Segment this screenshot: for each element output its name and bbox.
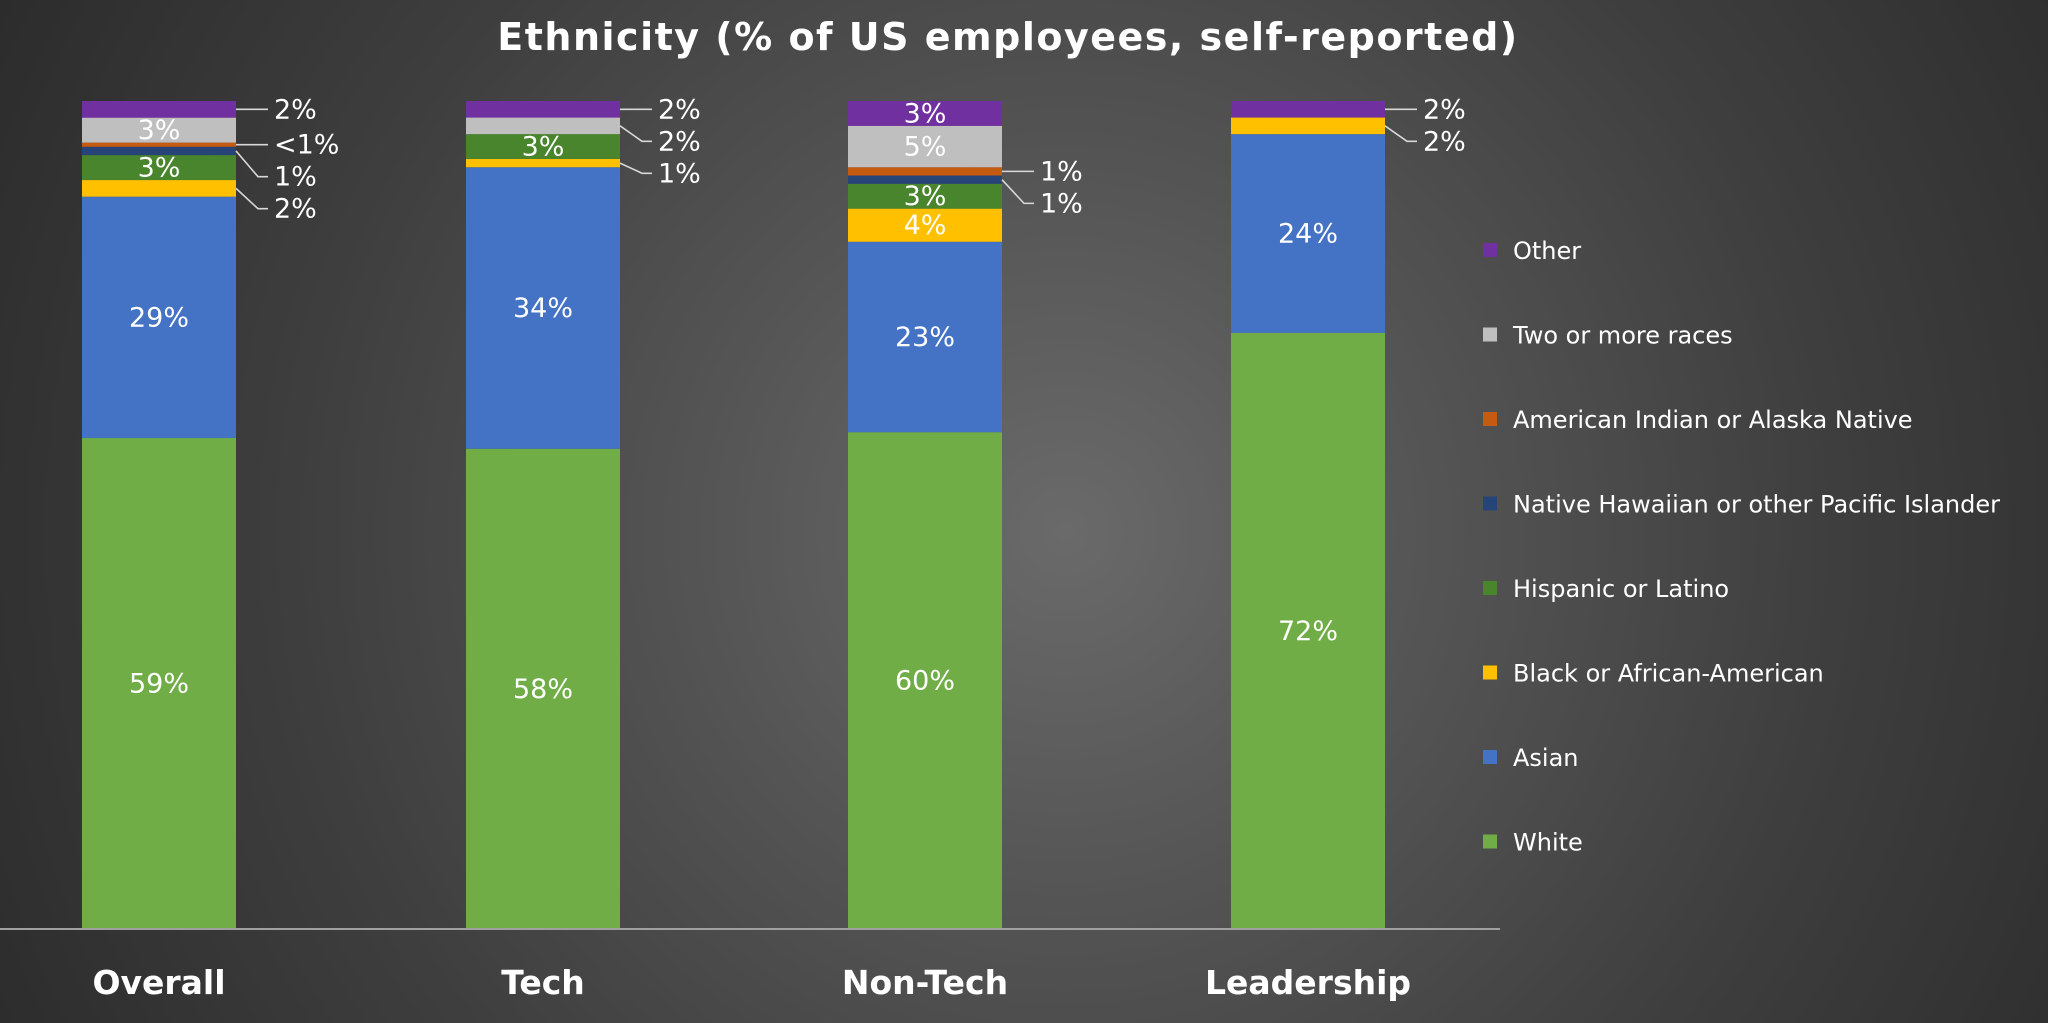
bar-tech-two-or-more-races xyxy=(466,117,620,135)
data-label-tech-black-or-african-american: 1% xyxy=(658,158,701,189)
category-label-overall: Overall xyxy=(92,963,225,1002)
legend-swatch-native-hawaiian-or-other-pacific-islander xyxy=(1483,496,1497,511)
data-label-non-tech-american-indian-or-alaska-native: 1% xyxy=(1040,156,1083,187)
legend-label-two-or-more-races: Two or more races xyxy=(1512,322,1733,350)
leader-line-leadership-black-or-african-american xyxy=(1384,125,1417,143)
data-label-non-tech-other: 3% xyxy=(904,98,947,129)
data-label-tech-white: 58% xyxy=(513,674,573,705)
legend: Other Two or more races American Indian or… xyxy=(1483,237,2000,857)
bar-tech-asian xyxy=(466,167,620,449)
data-labels-group: 59%29%3%3%2%<1%1%2%58%34%3%2%2%1%60%23%4… xyxy=(129,94,1466,705)
legend-swatch-asian xyxy=(1483,750,1497,764)
legend-label-other: Other xyxy=(1513,237,1581,265)
bar-overall-asian xyxy=(82,196,236,439)
data-label-overall-other: 2% xyxy=(274,94,317,125)
bar-tech-white xyxy=(466,448,620,929)
legend-label-black-or-african-american: Black or African-American xyxy=(1513,660,1824,688)
data-label-non-tech-hispanic-or-latino: 3% xyxy=(904,181,947,212)
bar-non-tech-white xyxy=(848,432,1002,929)
chart-title: Ethnicity (% of US employees, self-repor… xyxy=(497,15,1518,59)
leader-line-overall-black-or-african-american xyxy=(235,187,268,210)
data-label-overall-american-indian-or-alaska-native: <1% xyxy=(274,130,339,161)
data-label-overall-native-hawaiian-or-other-pacific-islander: 1% xyxy=(274,162,317,193)
bar-non-tech-asian xyxy=(848,241,1002,433)
data-label-overall-black-or-african-american: 2% xyxy=(274,194,317,225)
data-label-tech-two-or-more-races: 2% xyxy=(658,126,701,157)
data-label-overall-two-or-more-races: 3% xyxy=(138,115,181,146)
legend-label-native-hawaiian-or-other-pacific-islander: Native Hawaiian or other Pacific Islande… xyxy=(1513,491,2000,519)
data-label-non-tech-asian: 23% xyxy=(895,322,955,353)
legend-label-white: White xyxy=(1513,829,1583,857)
data-label-overall-asian: 29% xyxy=(129,302,189,333)
data-label-leadership-other: 2% xyxy=(1423,94,1466,125)
leader-line-tech-black-or-african-american xyxy=(619,162,652,175)
bar-overall-native-hawaiian-or-other-pacific-islander xyxy=(82,146,236,156)
bar-non-tech-hispanic-or-latino xyxy=(848,183,1002,209)
bar-tech-black-or-african-american xyxy=(466,158,620,168)
bar-leadership-black-or-african-american xyxy=(1231,117,1385,135)
leader-line-overall-native-hawaiian-or-other-pacific-islander xyxy=(235,150,268,178)
legend-swatch-black-or-african-american xyxy=(1483,665,1497,680)
bars-group xyxy=(82,101,1385,930)
bar-overall-american-indian-or-alaska-native xyxy=(82,142,236,147)
data-label-leadership-asian: 24% xyxy=(1278,218,1338,249)
bar-overall-black-or-african-american xyxy=(82,180,236,197)
data-label-non-tech-black-or-african-american: 4% xyxy=(904,210,947,241)
bar-overall-hispanic-or-latino xyxy=(82,155,236,181)
data-label-tech-hispanic-or-latino: 3% xyxy=(522,132,565,163)
bar-tech-hispanic-or-latino xyxy=(466,134,620,159)
legend-swatch-white xyxy=(1483,834,1497,849)
category-label-non-tech: Non-Tech xyxy=(842,963,1008,1002)
data-label-non-tech-two-or-more-races: 5% xyxy=(904,132,947,163)
data-label-non-tech-white: 60% xyxy=(895,666,955,697)
leader-line-non-tech-native-hawaiian-or-other-pacific-islander xyxy=(1001,179,1034,205)
legend-swatch-two-or-more-races xyxy=(1483,327,1497,342)
data-label-leadership-white: 72% xyxy=(1278,616,1338,647)
legend-swatch-hispanic-or-latino xyxy=(1483,581,1497,595)
legend-swatch-other xyxy=(1483,243,1497,257)
category-label-leadership: Leadership xyxy=(1205,963,1411,1002)
category-labels-group: Overall Tech Non-Tech Leadership xyxy=(92,963,1411,1002)
legend-label-american-indian-or-alaska-native: American Indian or Alaska Native xyxy=(1513,406,1913,434)
bar-leadership-other xyxy=(1231,101,1385,118)
bar-non-tech-other xyxy=(848,101,1002,126)
bar-non-tech-american-indian-or-alaska-native xyxy=(848,167,1002,176)
bar-overall-other xyxy=(82,101,236,118)
bar-non-tech-two-or-more-races xyxy=(848,125,1002,168)
bar-non-tech-black-or-african-american xyxy=(848,208,1002,242)
bar-overall-two-or-more-races xyxy=(82,117,236,143)
legend-swatch-american-indian-or-alaska-native xyxy=(1483,412,1497,426)
legend-label-asian: Asian xyxy=(1513,744,1579,772)
bar-overall-white xyxy=(82,438,236,929)
data-label-non-tech-native-hawaiian-or-other-pacific-islander: 1% xyxy=(1040,188,1083,219)
legend-label-hispanic-or-latino: Hispanic or Latino xyxy=(1513,575,1729,603)
bar-tech-other xyxy=(466,101,620,118)
bar-non-tech-native-hawaiian-or-other-pacific-islander xyxy=(848,175,1002,184)
data-label-tech-asian: 34% xyxy=(513,293,573,324)
data-label-leadership-black-or-african-american: 2% xyxy=(1423,126,1466,157)
bar-leadership-white xyxy=(1231,332,1385,930)
data-label-overall-hispanic-or-latino: 3% xyxy=(138,153,181,184)
data-label-overall-white: 59% xyxy=(129,669,189,700)
leader-line-tech-two-or-more-races xyxy=(619,125,652,143)
bar-leadership-asian xyxy=(1231,134,1385,333)
data-label-tech-other: 2% xyxy=(658,94,701,125)
category-label-tech: Tech xyxy=(501,963,585,1002)
